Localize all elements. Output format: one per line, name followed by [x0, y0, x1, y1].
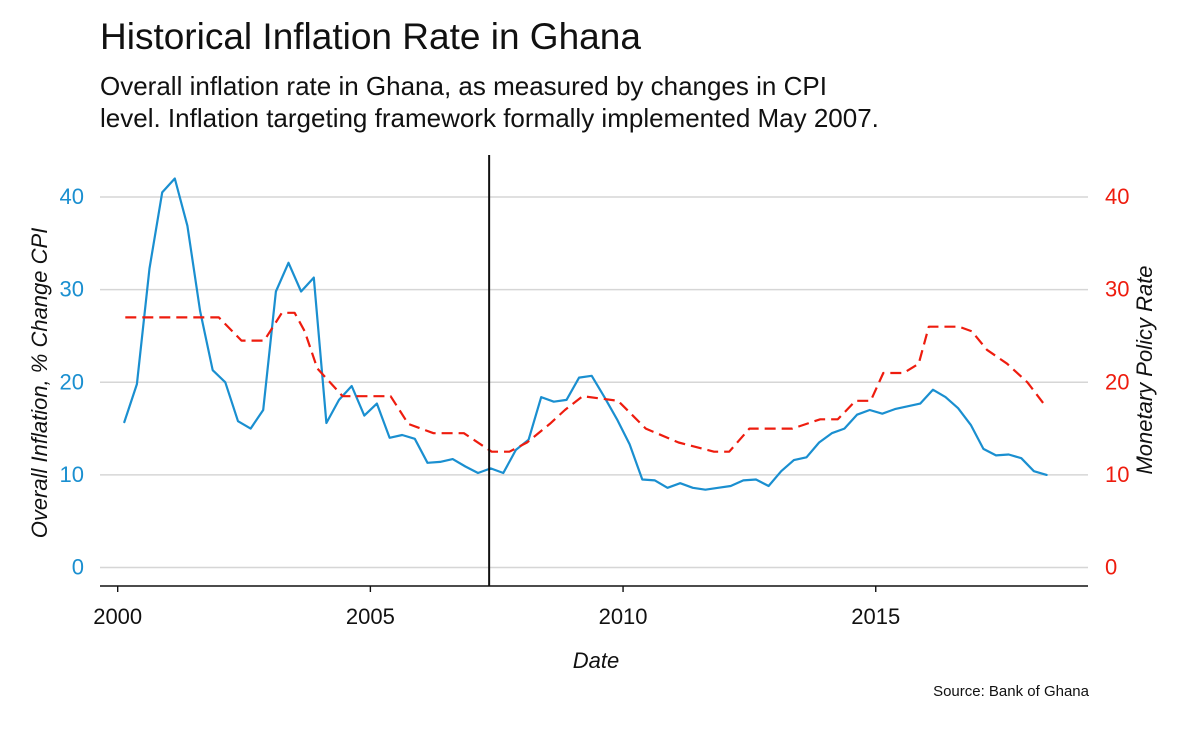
x-tick-label: 2005 — [346, 604, 395, 629]
y-left-tick-label: 20 — [60, 369, 84, 394]
inflation-line — [123, 177, 1048, 491]
y-axis-left-label: Overall Inflation, % Change CPI — [27, 228, 52, 539]
gridlines — [100, 196, 1088, 569]
y-left-tick-label: 0 — [72, 554, 84, 579]
y-left-tick-label: 40 — [60, 184, 84, 209]
y-right-tick-label: 40 — [1105, 184, 1129, 209]
y-axis-right-label: Monetary Policy Rate — [1132, 265, 1157, 474]
source-note: Source: Bank of Ghana — [933, 683, 1089, 700]
series-lines — [123, 177, 1048, 491]
y-left-tick-label: 10 — [60, 462, 84, 487]
tick-labels: 0 0 10 10 20 20 30 30 40 40 2000 2005 2010 2015 — [60, 184, 1130, 629]
y-right-tick-label: 20 — [1105, 369, 1129, 394]
subtitle-line-1: Overall inflation rate in Ghana, as meas… — [100, 71, 827, 101]
x-axis-label: Date — [573, 648, 619, 673]
y-right-tick-label: 0 — [1105, 554, 1117, 579]
x-tick-label: 2000 — [93, 604, 142, 629]
x-tick-label: 2010 — [599, 604, 648, 629]
y-right-tick-label: 10 — [1105, 462, 1129, 487]
x-tick-label: 2015 — [851, 604, 900, 629]
subtitle-line-2: level. Inflation targeting framework for… — [100, 103, 879, 133]
chart-subtitle: Overall inflation rate in Ghana, as meas… — [100, 70, 1100, 134]
y-right-tick-label: 30 — [1105, 277, 1129, 302]
y-left-tick-label: 30 — [60, 277, 84, 302]
chart-title: Historical Inflation Rate in Ghana — [100, 16, 641, 57]
